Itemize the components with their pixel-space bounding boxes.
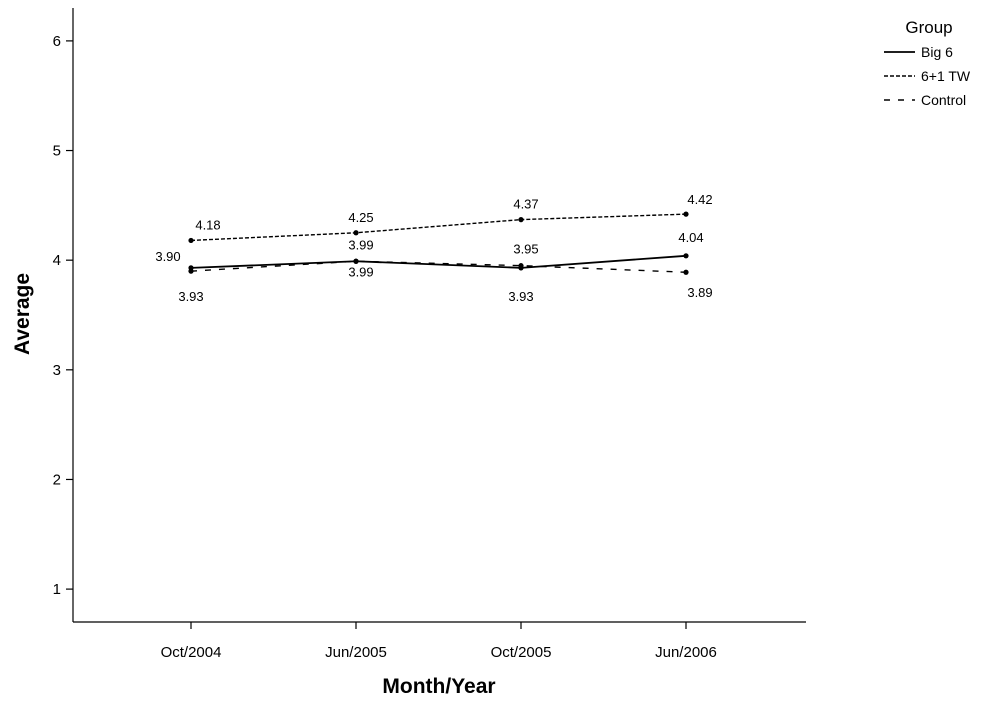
x-tick-label: Jun/2005 [325,644,387,661]
x-axis-title: Month/Year [382,675,495,698]
data-label: 3.99 [348,237,373,252]
y-tick-label: 4 [53,252,61,269]
legend-label: Big 6 [921,44,953,60]
x-tick-label: Oct/2004 [161,644,222,661]
data-label: 3.89 [687,285,712,300]
legend-title: Group [905,18,952,37]
data-label: 4.18 [195,217,220,232]
y-tick-label: 1 [53,581,61,598]
data-label: 4.04 [678,230,703,245]
data-point [353,230,359,236]
data-point [518,263,524,269]
y-axis-title: Average [11,273,34,355]
data-point [353,258,359,264]
series-line-2 [190,260,687,273]
data-label: 4.42 [687,192,712,207]
data-label: 3.93 [178,289,203,304]
data-label: 3.90 [155,249,180,264]
y-tick-label: 3 [53,362,61,379]
series-lines [190,213,687,273]
data-label: 3.99 [348,264,373,279]
legend-label: Control [921,92,966,108]
legend-label: 6+1 TW [921,68,971,84]
data-label: 4.25 [348,210,373,225]
y-ticks: 1 2 3 4 5 6 [53,33,73,598]
x-ticks: Oct/2004 Jun/2005 Oct/2005 Jun/2006 [161,622,717,661]
y-tick-label: 6 [53,33,61,50]
data-point [188,268,194,274]
data-points [188,211,689,275]
data-point [518,217,524,223]
data-label: 3.93 [508,289,533,304]
series-line-0 [190,254,687,269]
data-point [683,253,689,259]
data-labels: 3.93 3.99 3.93 4.04 4.18 4.25 4.37 4.42 3.90 3.99… [155,192,712,304]
data-label: 4.37 [513,197,538,212]
legend: Group Big 6 6+1 TW Control [884,18,971,108]
y-tick-label: 5 [53,143,61,160]
data-point [683,269,689,275]
y-tick-label: 2 [53,471,61,488]
data-point [188,237,194,244]
series-line-1 [190,213,687,242]
x-tick-label: Jun/2006 [655,644,717,661]
data-label: 3.95 [513,242,538,257]
data-point [683,211,689,217]
x-tick-label: Oct/2005 [491,644,552,661]
axes [72,8,806,623]
